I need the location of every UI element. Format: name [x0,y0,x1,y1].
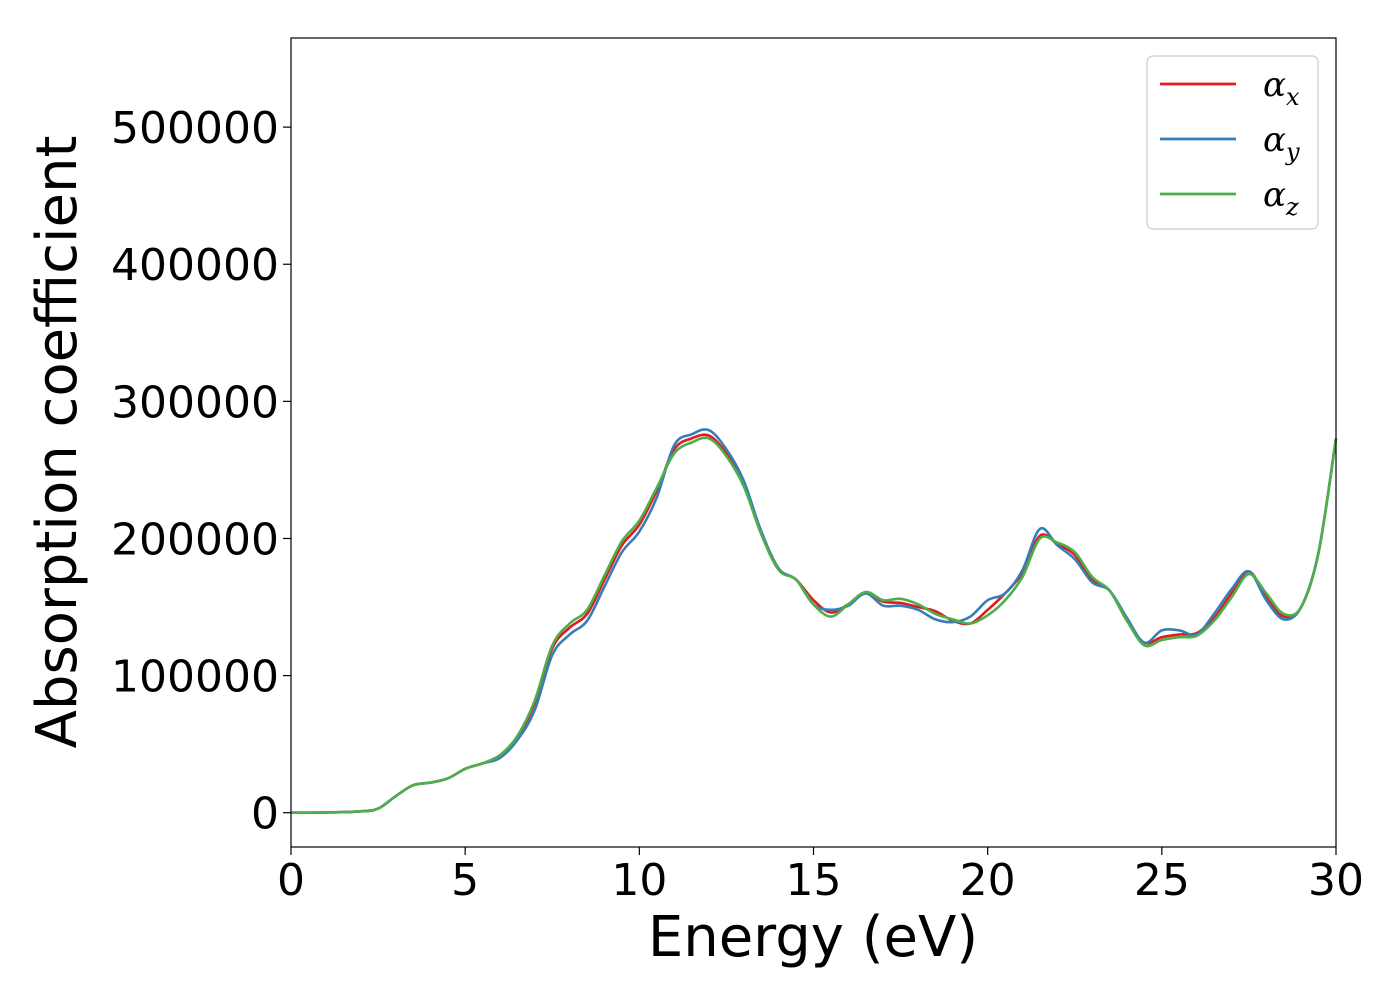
y-tick-label: 100000 [111,652,279,703]
x-tick-label: 15 [786,855,842,906]
y-tick-label: 200000 [111,514,279,565]
x-tick-label: 5 [451,855,479,906]
x-tick-label: 10 [611,855,667,906]
x-tick-label: 30 [1308,855,1364,906]
x-tick-label: 0 [277,855,305,906]
series-layer [290,428,1338,814]
legend-label-z: αz [1263,175,1299,221]
y-axis-ticks: 0 100000 200000 300000 400000 500000 [111,103,291,840]
x-tick-label: 25 [1134,855,1190,906]
y-tick-label: 400000 [111,240,279,291]
y-axis-title: Absorption coefficient [25,136,90,749]
y-tick-label: 0 [251,789,279,840]
series-line-y [290,428,1338,814]
series-line-x [290,433,1338,814]
x-axis-title: Energy (eV) [648,905,978,970]
x-axis-ticks: 0 5 10 15 20 25 30 [277,847,1364,906]
series-line-z [290,436,1338,814]
y-tick-label: 300000 [111,377,279,428]
y-tick-label: 500000 [111,103,279,154]
x-tick-label: 20 [960,855,1016,906]
legend-box [1146,55,1319,230]
